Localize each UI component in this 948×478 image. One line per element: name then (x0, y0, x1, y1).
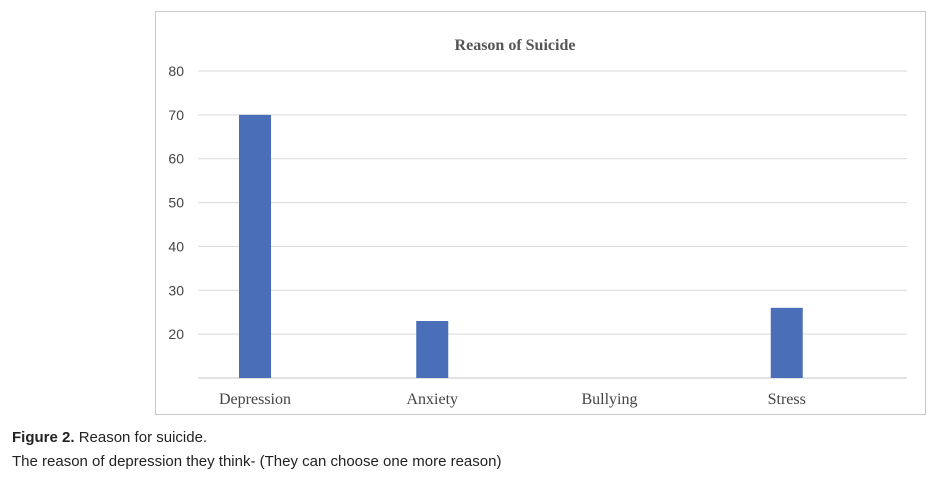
caption-note: The reason of depression they think- (Th… (12, 453, 502, 470)
chart-title: Reason of Suicide (455, 37, 576, 54)
y-tick-label: 60 (168, 151, 184, 167)
y-tick-label: 20 (168, 326, 184, 342)
y-tick-label: 50 (168, 195, 184, 211)
x-tick-label: Anxiety (406, 391, 458, 408)
x-tick-label: Bullying (581, 391, 637, 408)
y-axis-ticks: 20 30 40 50 60 70 80 (168, 63, 184, 342)
bars (239, 114, 803, 378)
x-tick-label: Stress (768, 391, 806, 408)
y-tick-label: 40 (168, 238, 184, 254)
caption-line-1: Figure 2. Reason for suicide. (12, 426, 501, 450)
figure-text: Reason for suicide. (78, 429, 208, 446)
bar-depression (239, 114, 271, 378)
figure-label: Figure 2. (12, 429, 75, 446)
x-axis-ticks: Depression Anxiety Bullying Stress (219, 391, 806, 408)
figure-caption: Figure 2. Reason for suicide. The reason… (12, 426, 501, 474)
x-tick-label: Depression (219, 391, 291, 408)
y-tick-label: 80 (168, 63, 184, 79)
bar-chart: Reason of Suicide 20 30 40 50 60 70 80 Depress… (168, 37, 907, 408)
y-tick-label: 70 (168, 107, 184, 123)
bar-stress (770, 307, 803, 378)
bar-anxiety (416, 320, 449, 378)
y-tick-label: 30 (168, 282, 184, 298)
